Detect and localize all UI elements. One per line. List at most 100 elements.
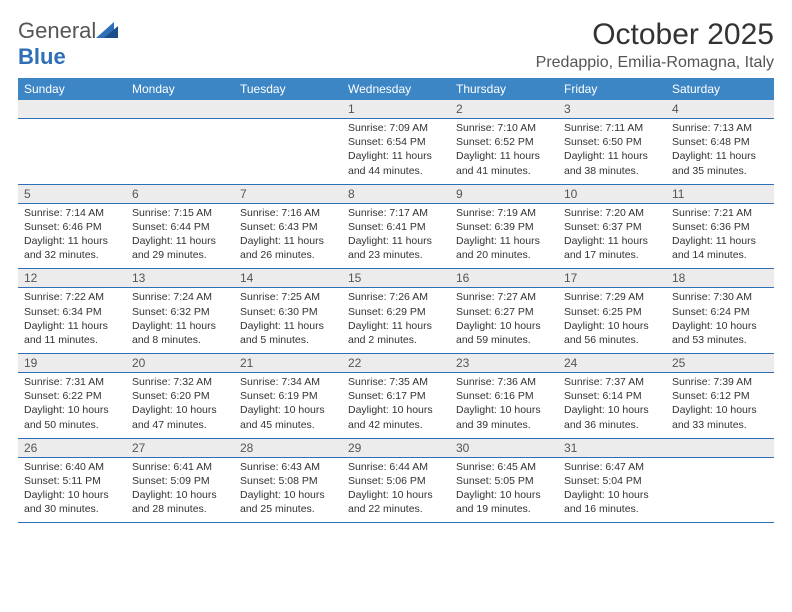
day-number	[18, 100, 126, 118]
day-number: 30	[450, 439, 558, 457]
weeks-container: 1234Sunrise: 7:09 AM Sunset: 6:54 PM Day…	[18, 100, 774, 523]
day-detail: Sunrise: 6:41 AM Sunset: 5:09 PM Dayligh…	[126, 458, 234, 523]
day-number: 18	[666, 269, 774, 287]
logo-part1: General	[18, 18, 96, 43]
detail-row: Sunrise: 7:31 AM Sunset: 6:22 PM Dayligh…	[18, 373, 774, 439]
weekday-header: Friday	[558, 78, 666, 100]
calendar: Sunday Monday Tuesday Wednesday Thursday…	[18, 78, 774, 523]
day-number: 23	[450, 354, 558, 372]
day-detail: Sunrise: 7:09 AM Sunset: 6:54 PM Dayligh…	[342, 119, 450, 184]
day-detail: Sunrise: 7:10 AM Sunset: 6:52 PM Dayligh…	[450, 119, 558, 184]
day-number: 8	[342, 185, 450, 203]
day-detail: Sunrise: 7:36 AM Sunset: 6:16 PM Dayligh…	[450, 373, 558, 438]
day-detail: Sunrise: 7:35 AM Sunset: 6:17 PM Dayligh…	[342, 373, 450, 438]
day-detail: Sunrise: 6:43 AM Sunset: 5:08 PM Dayligh…	[234, 458, 342, 523]
day-number: 19	[18, 354, 126, 372]
day-detail	[234, 119, 342, 184]
day-detail	[126, 119, 234, 184]
weekday-header-row: Sunday Monday Tuesday Wednesday Thursday…	[18, 78, 774, 100]
day-detail: Sunrise: 7:34 AM Sunset: 6:19 PM Dayligh…	[234, 373, 342, 438]
day-number	[234, 100, 342, 118]
day-number: 15	[342, 269, 450, 287]
day-number: 31	[558, 439, 666, 457]
page-title: October 2025	[536, 18, 774, 52]
day-number: 3	[558, 100, 666, 118]
title-block: October 2025 Predappio, Emilia-Romagna, …	[536, 18, 774, 72]
header: GeneralBlue October 2025 Predappio, Emil…	[18, 18, 774, 72]
day-number: 29	[342, 439, 450, 457]
day-detail: Sunrise: 7:15 AM Sunset: 6:44 PM Dayligh…	[126, 204, 234, 269]
day-number: 10	[558, 185, 666, 203]
day-number: 25	[666, 354, 774, 372]
day-detail: Sunrise: 6:47 AM Sunset: 5:04 PM Dayligh…	[558, 458, 666, 523]
week: 19202122232425Sunrise: 7:31 AM Sunset: 6…	[18, 354, 774, 439]
day-number: 4	[666, 100, 774, 118]
day-detail: Sunrise: 7:25 AM Sunset: 6:30 PM Dayligh…	[234, 288, 342, 353]
daynum-row: 12131415161718	[18, 269, 774, 288]
day-detail: Sunrise: 6:45 AM Sunset: 5:05 PM Dayligh…	[450, 458, 558, 523]
day-number: 7	[234, 185, 342, 203]
week: 1234Sunrise: 7:09 AM Sunset: 6:54 PM Day…	[18, 100, 774, 185]
detail-row: Sunrise: 6:40 AM Sunset: 5:11 PM Dayligh…	[18, 458, 774, 524]
day-number: 1	[342, 100, 450, 118]
day-detail: Sunrise: 7:16 AM Sunset: 6:43 PM Dayligh…	[234, 204, 342, 269]
week: 567891011Sunrise: 7:14 AM Sunset: 6:46 P…	[18, 185, 774, 270]
day-number: 16	[450, 269, 558, 287]
daynum-row: 262728293031	[18, 439, 774, 458]
day-detail: Sunrise: 7:30 AM Sunset: 6:24 PM Dayligh…	[666, 288, 774, 353]
day-number: 21	[234, 354, 342, 372]
logo-part2: Blue	[18, 44, 66, 69]
day-detail: Sunrise: 7:13 AM Sunset: 6:48 PM Dayligh…	[666, 119, 774, 184]
day-number: 27	[126, 439, 234, 457]
day-number: 14	[234, 269, 342, 287]
day-number: 24	[558, 354, 666, 372]
daynum-row: 19202122232425	[18, 354, 774, 373]
weekday-header: Wednesday	[342, 78, 450, 100]
logo: GeneralBlue	[18, 18, 118, 70]
day-number: 6	[126, 185, 234, 203]
day-detail: Sunrise: 7:11 AM Sunset: 6:50 PM Dayligh…	[558, 119, 666, 184]
day-number: 11	[666, 185, 774, 203]
day-number: 20	[126, 354, 234, 372]
day-detail: Sunrise: 7:27 AM Sunset: 6:27 PM Dayligh…	[450, 288, 558, 353]
weekday-header: Tuesday	[234, 78, 342, 100]
detail-row: Sunrise: 7:14 AM Sunset: 6:46 PM Dayligh…	[18, 204, 774, 270]
day-detail: Sunrise: 7:37 AM Sunset: 6:14 PM Dayligh…	[558, 373, 666, 438]
location-text: Predappio, Emilia-Romagna, Italy	[536, 54, 774, 72]
daynum-row: 567891011	[18, 185, 774, 204]
detail-row: Sunrise: 7:22 AM Sunset: 6:34 PM Dayligh…	[18, 288, 774, 354]
day-detail	[666, 458, 774, 523]
day-detail: Sunrise: 7:32 AM Sunset: 6:20 PM Dayligh…	[126, 373, 234, 438]
day-number: 17	[558, 269, 666, 287]
day-detail: Sunrise: 7:24 AM Sunset: 6:32 PM Dayligh…	[126, 288, 234, 353]
day-number: 12	[18, 269, 126, 287]
day-detail: Sunrise: 7:20 AM Sunset: 6:37 PM Dayligh…	[558, 204, 666, 269]
day-detail: Sunrise: 7:39 AM Sunset: 6:12 PM Dayligh…	[666, 373, 774, 438]
day-number: 13	[126, 269, 234, 287]
logo-mark-icon	[96, 18, 118, 44]
day-number: 28	[234, 439, 342, 457]
week: 262728293031Sunrise: 6:40 AM Sunset: 5:1…	[18, 439, 774, 524]
day-number: 5	[18, 185, 126, 203]
day-detail: Sunrise: 7:26 AM Sunset: 6:29 PM Dayligh…	[342, 288, 450, 353]
weekday-header: Saturday	[666, 78, 774, 100]
day-number	[126, 100, 234, 118]
weekday-header: Sunday	[18, 78, 126, 100]
day-detail: Sunrise: 7:17 AM Sunset: 6:41 PM Dayligh…	[342, 204, 450, 269]
day-number	[666, 439, 774, 457]
day-detail: Sunrise: 7:21 AM Sunset: 6:36 PM Dayligh…	[666, 204, 774, 269]
day-detail: Sunrise: 6:40 AM Sunset: 5:11 PM Dayligh…	[18, 458, 126, 523]
day-number: 2	[450, 100, 558, 118]
day-detail: Sunrise: 7:14 AM Sunset: 6:46 PM Dayligh…	[18, 204, 126, 269]
daynum-row: 1234	[18, 100, 774, 119]
day-number: 9	[450, 185, 558, 203]
day-detail: Sunrise: 6:44 AM Sunset: 5:06 PM Dayligh…	[342, 458, 450, 523]
day-detail: Sunrise: 7:29 AM Sunset: 6:25 PM Dayligh…	[558, 288, 666, 353]
day-detail: Sunrise: 7:19 AM Sunset: 6:39 PM Dayligh…	[450, 204, 558, 269]
day-number: 26	[18, 439, 126, 457]
weekday-header: Thursday	[450, 78, 558, 100]
day-detail: Sunrise: 7:31 AM Sunset: 6:22 PM Dayligh…	[18, 373, 126, 438]
week: 12131415161718Sunrise: 7:22 AM Sunset: 6…	[18, 269, 774, 354]
day-detail	[18, 119, 126, 184]
weekday-header: Monday	[126, 78, 234, 100]
